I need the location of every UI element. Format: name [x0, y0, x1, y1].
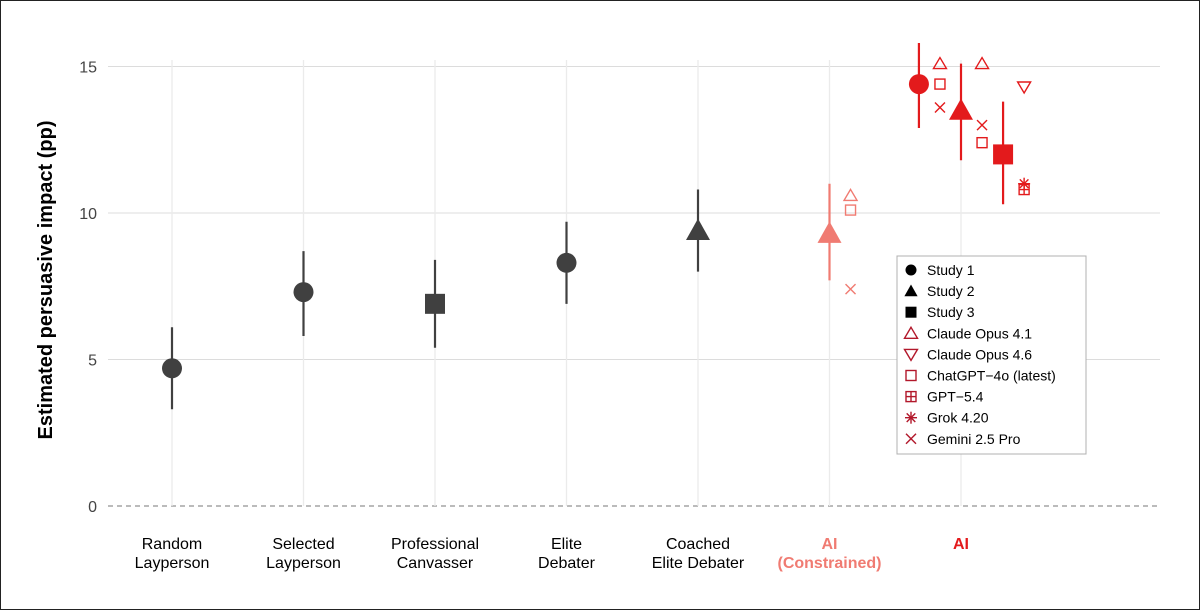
legend-label: Gemini 2.5 Pro	[927, 431, 1021, 447]
model-point	[845, 283, 857, 295]
estimate-point	[425, 293, 445, 314]
model-point	[1018, 183, 1030, 196]
model-point-b	[934, 102, 946, 114]
x-category-label: Canvasser	[397, 555, 474, 572]
x-category-label: Coached	[666, 536, 730, 553]
legend-key	[905, 264, 917, 276]
x-category-label: Random	[142, 536, 202, 553]
legend-key	[905, 369, 917, 382]
legend-label: ChatGPT−4o (latest)	[927, 368, 1056, 384]
x-category-label: (Constrained)	[778, 555, 882, 572]
model-point	[1016, 81, 1032, 95]
x-category-label: Elite	[551, 536, 582, 553]
legend-key	[905, 433, 917, 445]
estimate-point	[686, 218, 710, 240]
marks-layer	[162, 43, 1032, 410]
y-tick-label: 5	[88, 353, 97, 370]
x-category-label: AI	[953, 536, 969, 553]
legend-key	[904, 284, 918, 297]
x-category-label: Selected	[272, 536, 334, 553]
model-point-d	[1019, 178, 1029, 189]
legend-label: Study 2	[927, 283, 975, 299]
x-category-label: Debater	[538, 555, 596, 572]
model-point-b	[845, 283, 857, 295]
y-tick-label: 10	[79, 206, 97, 223]
estimate-point	[949, 98, 973, 120]
axis-layer: 0 5 10 15 Random Layperson Selected Layperson Pr…	[79, 60, 969, 573]
legend-key	[903, 348, 919, 362]
legend-label: Claude Opus 4.1	[927, 325, 1032, 341]
legend-label: GPT−5.4	[927, 389, 984, 405]
x-category-label: Layperson	[266, 555, 341, 572]
model-point	[976, 119, 988, 131]
x-category-label: Layperson	[135, 555, 210, 572]
legend-key-b	[905, 433, 917, 445]
y-tick-label: 0	[88, 499, 97, 516]
model-point	[934, 78, 946, 90]
x-category-label: AI	[822, 536, 838, 553]
legend-label: Grok 4.20	[927, 410, 989, 426]
estimate-point	[293, 282, 314, 303]
estimate-point	[908, 74, 929, 95]
model-point	[844, 204, 857, 216]
legend-label: Study 1	[927, 262, 975, 278]
x-category-label: Elite Debater	[652, 555, 745, 572]
legend-box	[896, 255, 1087, 455]
estimate-point	[556, 252, 577, 273]
model-point	[976, 136, 988, 149]
estimate-point	[162, 358, 182, 379]
legend-label: Study 3	[927, 304, 975, 320]
model-point	[1018, 177, 1031, 190]
legend-key	[903, 325, 919, 339]
legend-label: Claude Opus 4.6	[927, 346, 1032, 362]
model-point	[934, 102, 946, 114]
model-point	[974, 56, 990, 70]
estimate-point	[993, 144, 1014, 165]
y-tick-label: 15	[79, 60, 97, 77]
legend: Study 1 Study 2 Study 3 Claude Opus 4.1 Clau…	[896, 255, 1087, 455]
legend-key	[905, 411, 917, 424]
model-point	[842, 188, 859, 202]
legend-key	[905, 390, 917, 403]
legend-key	[905, 306, 917, 318]
model-point	[932, 56, 948, 70]
model-point-b	[976, 119, 988, 131]
legend-key-d	[906, 412, 916, 423]
estimate-point	[817, 221, 842, 243]
x-category-label: Professional	[391, 536, 479, 553]
y-axis-label: Estimated persuasive impact (pp)	[35, 121, 57, 440]
